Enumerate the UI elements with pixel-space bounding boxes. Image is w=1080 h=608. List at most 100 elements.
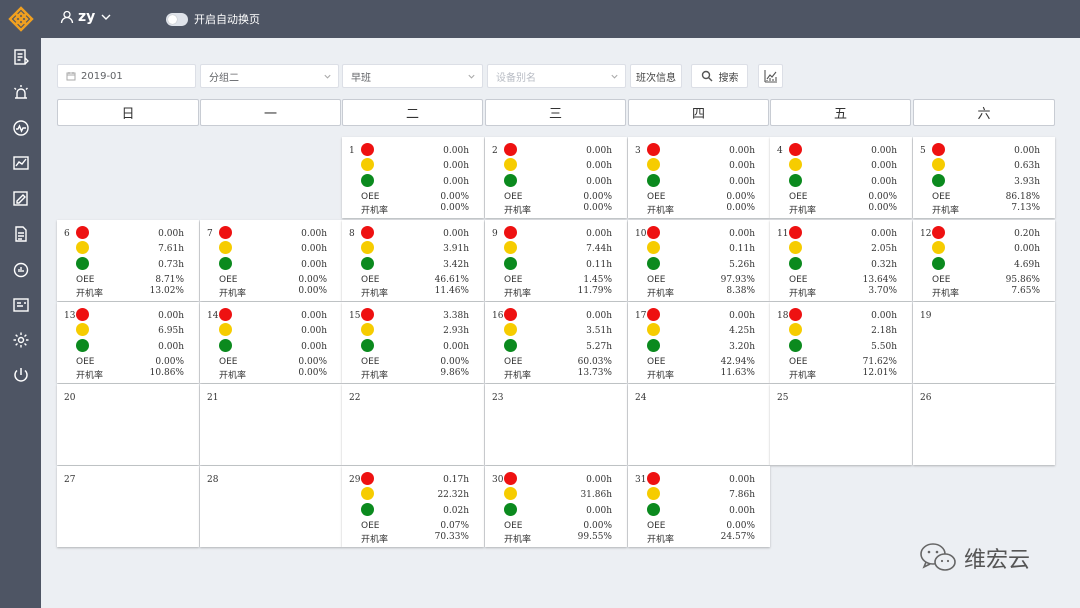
shift-select[interactable]: 早班 bbox=[342, 64, 483, 88]
day-number: 8 bbox=[349, 229, 355, 239]
metric-value: 3.51h bbox=[586, 326, 612, 336]
metric-value: 2.18h bbox=[871, 326, 897, 336]
metric-value: 0.00h bbox=[586, 177, 612, 187]
calendar-day-cell[interactable]: 24 bbox=[628, 384, 770, 465]
calendar-day-cell[interactable]: 18 0.00h 2.18h 5.50h 71.62% 12.01% OEE 开机率 bbox=[770, 302, 912, 383]
day-number: 15 bbox=[349, 311, 361, 321]
calendar-day-cell[interactable]: 20 bbox=[57, 384, 199, 465]
calendar-day-cell[interactable]: 10 0.00h 0.11h 5.26h 97.93% 8.38% OEE 开机率 bbox=[628, 220, 770, 301]
green-status-light-icon bbox=[361, 257, 374, 270]
day-number: 10 bbox=[635, 229, 647, 239]
oee-label: OEE bbox=[361, 357, 380, 367]
calendar-day-cell[interactable]: 15 3.38h 2.93h 0.00h 0.00% 9.86% OEE 开机率 bbox=[342, 302, 484, 383]
calendar-day-cell[interactable]: 2 0.00h 0.00h 0.00h 0.00% 0.00% OEE 开机率 bbox=[485, 137, 627, 218]
metric-value: 7.44h bbox=[586, 244, 612, 254]
alarm-light-icon[interactable] bbox=[10, 82, 32, 104]
auto-page-toggle[interactable] bbox=[166, 12, 188, 26]
run-rate-label: 开机率 bbox=[361, 371, 389, 381]
calendar-day-cell[interactable]: 5 0.00h 0.63h 3.93h 86.18% 7.13% OEE 开机率 bbox=[913, 137, 1055, 218]
metric-value: 8.71% bbox=[155, 275, 184, 285]
calendar-day-cell[interactable]: 14 0.00h 0.00h 0.00h 0.00% 0.00% OEE 开机率 bbox=[200, 302, 342, 383]
document-icon[interactable] bbox=[10, 223, 32, 245]
day-number: 29 bbox=[349, 475, 361, 485]
calendar-day-cell[interactable]: 7 0.00h 0.00h 0.00h 0.00% 0.00% OEE 开机率 bbox=[200, 220, 342, 301]
calendar-day-cell[interactable]: 3 0.00h 0.00h 0.00h 0.00% 0.00% OEE 开机率 bbox=[628, 137, 770, 218]
metric-value: 7.65% bbox=[1011, 286, 1040, 296]
yellow-status-light-icon bbox=[361, 241, 374, 254]
weekday-header: 六 bbox=[913, 99, 1055, 126]
calendar-day-cell[interactable]: 25 bbox=[770, 384, 912, 465]
auto-page-toggle-label: 开启自动换页 bbox=[194, 13, 260, 26]
power-icon[interactable] bbox=[10, 364, 32, 386]
metric-value: 0.00% bbox=[583, 521, 612, 531]
calendar-day-cell[interactable]: 23 bbox=[485, 384, 627, 465]
pulse-icon[interactable] bbox=[10, 117, 32, 139]
shift-info-label: 班次信息 bbox=[636, 72, 676, 84]
day-number: 31 bbox=[635, 475, 647, 485]
metric-value: 0.00h bbox=[871, 229, 897, 239]
metric-value: 0.00% bbox=[583, 203, 612, 213]
group-select[interactable]: 分组二 bbox=[200, 64, 339, 88]
metric-value: 0.00h bbox=[729, 311, 755, 321]
oee-label: OEE bbox=[361, 521, 380, 531]
oee-label: OEE bbox=[504, 357, 523, 367]
calendar-day-cell[interactable]: 1 0.00h 0.00h 0.00h 0.00% 0.00% OEE 开机率 bbox=[342, 137, 484, 218]
calendar-day-cell[interactable]: 16 0.00h 3.51h 5.27h 60.03% 13.73% OEE 开机率 bbox=[485, 302, 627, 383]
metric-value: 12.01% bbox=[862, 368, 897, 378]
search-button[interactable]: 搜索 bbox=[691, 64, 748, 88]
calendar-day-cell[interactable]: 17 0.00h 4.25h 3.20h 42.94% 11.63% OEE 开机率 bbox=[628, 302, 770, 383]
run-rate-label: 开机率 bbox=[504, 535, 532, 545]
metric-value: 0.00h bbox=[158, 311, 184, 321]
metric-value: 31.86h bbox=[580, 490, 612, 500]
calendar-day-cell[interactable]: 22 bbox=[342, 384, 484, 465]
run-rate-label: 开机率 bbox=[504, 371, 532, 381]
calendar-day-cell[interactable]: 31 0.00h 7.86h 0.00h 0.00% 24.57% OEE 开机率 bbox=[628, 466, 770, 547]
calendar-day-cell[interactable]: 4 0.00h 0.00h 0.00h 0.00% 0.00% OEE 开机率 bbox=[770, 137, 912, 218]
calendar-day-cell[interactable]: 28 bbox=[200, 466, 342, 547]
oee-label: OEE bbox=[647, 521, 666, 531]
red-status-light-icon bbox=[361, 226, 374, 239]
user-menu[interactable]: zy bbox=[60, 9, 113, 25]
shift-info-button[interactable]: 班次信息 bbox=[630, 64, 682, 88]
calendar-day-cell[interactable]: 19 bbox=[913, 302, 1055, 383]
calendar-day-cell[interactable]: 12 0.20h 0.00h 4.69h 95.86% 7.65% OEE 开机率 bbox=[913, 220, 1055, 301]
run-rate-label: 开机率 bbox=[361, 289, 389, 299]
red-status-light-icon bbox=[789, 143, 802, 156]
trend-chart-icon[interactable] bbox=[10, 152, 32, 174]
metric-value: 0.00% bbox=[298, 275, 327, 285]
calendar-day-cell[interactable]: 29 0.17h 22.32h 0.02h 0.07% 70.33% OEE 开机率 bbox=[342, 466, 484, 547]
metric-value: 0.00h bbox=[871, 146, 897, 156]
calendar-day-cell[interactable]: 9 0.00h 7.44h 0.11h 1.45% 11.79% OEE 开机率 bbox=[485, 220, 627, 301]
run-rate-label: 开机率 bbox=[361, 535, 389, 545]
calendar-day-cell[interactable]: 27 bbox=[57, 466, 199, 547]
calendar-day-cell[interactable]: 8 0.00h 3.91h 3.42h 46.61% 11.46% OEE 开机率 bbox=[342, 220, 484, 301]
calendar-day-cell[interactable]: 11 0.00h 2.05h 0.32h 13.64% 3.70% OEE 开机率 bbox=[770, 220, 912, 301]
run-rate-label: 开机率 bbox=[219, 371, 247, 381]
yellow-status-light-icon bbox=[361, 323, 374, 336]
device-select[interactable]: 设备别名 bbox=[487, 64, 626, 88]
calendar-day-cell[interactable]: 26 bbox=[913, 384, 1055, 465]
report-edit-icon[interactable] bbox=[10, 187, 32, 209]
gear-icon[interactable] bbox=[10, 329, 32, 351]
calendar-day-cell[interactable]: 30 0.00h 31.86h 0.00h 0.00% 99.55% OEE 开机率 bbox=[485, 466, 627, 547]
id-card-icon[interactable] bbox=[10, 294, 32, 316]
metric-value: 0.00h bbox=[1014, 244, 1040, 254]
document-list-icon[interactable] bbox=[10, 46, 32, 68]
calendar-day-cell[interactable]: 21 bbox=[200, 384, 342, 465]
red-status-light-icon bbox=[361, 143, 374, 156]
metric-value: 0.73h bbox=[158, 260, 184, 270]
chart-view-button[interactable] bbox=[758, 64, 783, 88]
green-status-light-icon bbox=[219, 257, 232, 270]
metric-value: 0.00% bbox=[440, 192, 469, 202]
yellow-status-light-icon bbox=[789, 158, 802, 171]
yellow-status-light-icon bbox=[361, 158, 374, 171]
run-rate-label: 开机率 bbox=[789, 289, 817, 299]
metric-value: 3.42h bbox=[443, 260, 469, 270]
calendar-day-cell[interactable]: 13 0.00h 6.95h 0.00h 0.00% 10.86% OEE 开机率 bbox=[57, 302, 199, 383]
red-status-light-icon bbox=[76, 308, 89, 321]
month-picker[interactable]: 2019-01 bbox=[57, 64, 196, 88]
chevron-down-icon bbox=[324, 74, 331, 79]
dashboard-gauge-icon[interactable] bbox=[10, 258, 32, 280]
metric-value: 0.00% bbox=[298, 357, 327, 367]
calendar-day-cell[interactable]: 6 0.00h 7.61h 0.73h 8.71% 13.02% OEE 开机率 bbox=[57, 220, 199, 301]
